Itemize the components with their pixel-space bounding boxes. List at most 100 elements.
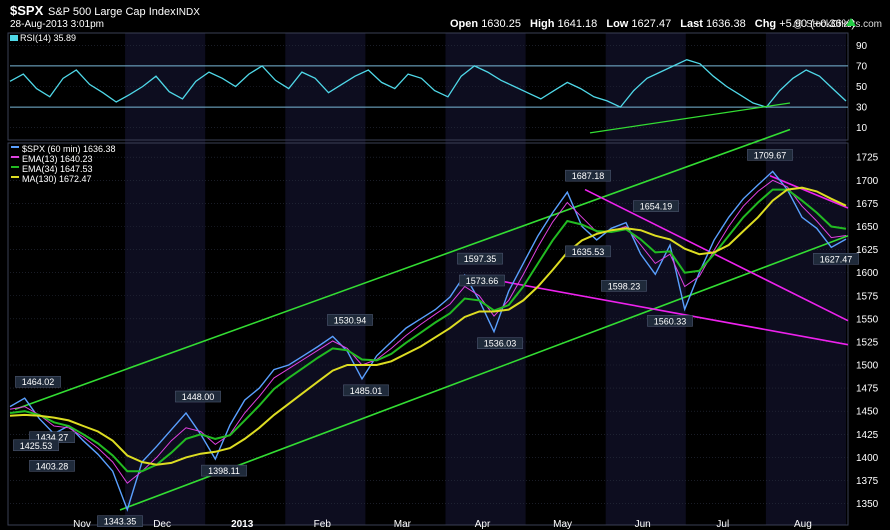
x-tick-label: Dec <box>153 519 171 530</box>
x-tick-label: Apr <box>475 519 491 530</box>
annotation-label: 1627.47 <box>820 254 853 264</box>
up-arrow-icon <box>846 18 856 26</box>
y-tick-label: 1600 <box>856 268 879 279</box>
month-band <box>765 33 846 525</box>
annotation-box <box>477 337 523 349</box>
month-band <box>605 33 686 525</box>
legend-label: $SPX (60 min) 1636.38 <box>22 144 116 154</box>
y-tick-label: 1725 <box>856 153 879 164</box>
wedge-lower-line <box>479 276 849 346</box>
datetime: 28-Aug-2013 3:01pm <box>10 19 104 30</box>
price-line <box>9 170 847 512</box>
annotation-box <box>97 515 143 527</box>
annotation-box <box>13 439 59 452</box>
wedge-middle-line <box>584 188 849 322</box>
rsi-tick-label: 10 <box>856 123 868 134</box>
ma130-line <box>9 186 847 466</box>
annotation-box <box>459 274 505 287</box>
month-band <box>125 33 206 525</box>
x-tick-label: Nov <box>73 519 91 530</box>
rsi-tick-label: 90 <box>856 41 868 52</box>
rsi-panel: 90 70 50 30 10 RSI(14) 35.89 <box>7 32 868 141</box>
annotation-label: 1573.66 <box>466 276 499 286</box>
annotation-label: 1464.02 <box>22 377 55 387</box>
annotation-box <box>15 375 61 388</box>
annotation-box <box>175 390 221 403</box>
quote-line: Open 1630.25 High 1641.18 Low 1627.47 La… <box>450 18 855 30</box>
y-tick-label: 1475 <box>856 384 879 395</box>
x-tick-label: Mar <box>394 519 412 530</box>
annotation-box <box>601 280 647 292</box>
annotation-label: 1398.11 <box>208 466 240 476</box>
chart-header: $SPX S&P 500 Large Cap Index INDX 28-Aug… <box>10 3 882 30</box>
legend-swatch <box>11 146 19 148</box>
x-tick-label: May <box>553 519 572 530</box>
x-tick-label: Aug <box>794 519 812 530</box>
annotation-box <box>813 253 859 265</box>
legend-label: EMA(34) 1647.53 <box>22 164 93 174</box>
annotation-label: 1536.03 <box>484 339 517 349</box>
annotation-label: 1448.00 <box>182 392 215 402</box>
legend-swatch <box>11 176 19 178</box>
y-tick-label: 1500 <box>856 361 879 372</box>
exchange: INDX <box>176 7 200 18</box>
annotation-box <box>343 384 389 397</box>
annotation-label: 1560.33 <box>654 316 687 326</box>
y-tick-label: 1450 <box>856 407 879 418</box>
x-tick-label: Feb <box>314 519 332 530</box>
annotation-label: 1709.67 <box>754 150 787 160</box>
watermark: @ StockCharts.com <box>793 19 882 30</box>
legend-label: EMA(13) 1640.23 <box>22 154 93 164</box>
annotation-box <box>327 314 373 326</box>
legend-label: MA(130) 1672.47 <box>22 174 92 184</box>
annotation-box <box>633 200 679 212</box>
annotation-label: 1598.23 <box>608 281 641 291</box>
rsi-tick-label: 30 <box>856 103 868 114</box>
y-tick-label: 1375 <box>856 476 879 487</box>
annotation-box <box>29 460 75 472</box>
x-tick-label: Jun <box>635 519 651 530</box>
channel-upper-line <box>14 128 791 411</box>
annotation-box <box>565 245 611 258</box>
legend-swatch <box>11 166 19 168</box>
month-bands <box>125 33 846 525</box>
rsi-tick-label: 50 <box>856 82 868 93</box>
rsi-tick-label: 70 <box>856 61 868 72</box>
y-tick-label: 1350 <box>856 499 879 510</box>
y-tick-label: 1550 <box>856 314 879 325</box>
annotation-label: 1425.53 <box>20 441 53 451</box>
annotation-box <box>647 315 693 327</box>
annotation-box <box>747 149 793 161</box>
annotation-label: 1687.18 <box>572 171 605 181</box>
x-tick-label: Jul <box>716 519 729 530</box>
channel-lower-line <box>119 234 849 511</box>
y-tick-label: 1650 <box>856 222 879 233</box>
legend-swatch <box>11 156 19 158</box>
annotation-label: 1403.28 <box>36 461 69 471</box>
annotation-label: 1654.19 <box>640 202 673 212</box>
y-tick-label: 1675 <box>856 199 879 210</box>
y-tick-label: 1525 <box>856 337 879 348</box>
annotation-box <box>457 252 503 265</box>
rsi-trend-line <box>589 102 791 134</box>
y-tick-label: 1700 <box>856 176 879 187</box>
annotation-label: 1635.53 <box>572 247 605 257</box>
annotation-box <box>565 169 611 182</box>
y-tick-label: 1575 <box>856 291 879 302</box>
annotation-label: 1597.35 <box>464 254 497 264</box>
wedge-upper-line <box>769 174 849 209</box>
rsi-line <box>9 59 847 108</box>
annotation-label: 1434.27 <box>36 433 69 443</box>
trendlines <box>14 102 849 511</box>
y-tick-label: 1425 <box>856 430 879 441</box>
x-axis: Nov Dec 2013 Feb Mar Apr May Jun Jul Aug <box>73 519 812 530</box>
symbol: $SPX <box>10 3 44 18</box>
y-tick-label: 1625 <box>856 245 879 256</box>
index-name: S&P 500 Large Cap Index <box>48 6 176 18</box>
ema34-line <box>9 188 847 473</box>
x-tick-label: 2013 <box>231 519 254 530</box>
price-panel: 1725 1700 1675 1650 1625 1600 1575 1550 1525 1500… <box>7 102 879 527</box>
